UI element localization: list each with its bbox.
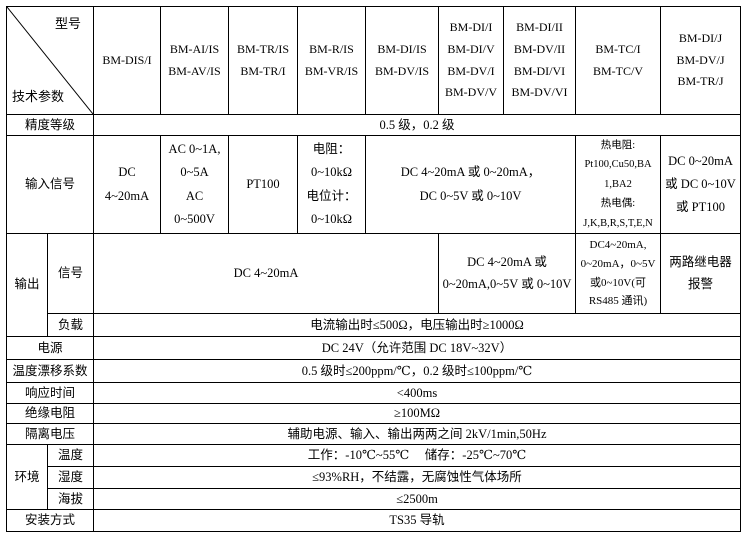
input-signal-row: 输入信号 DC 4~20mA AC 0~1A, 0~5A AC 0~500V P…: [6, 134, 741, 235]
load-value: 电流输出时≤500Ω，电压输出时≥1000Ω: [93, 313, 741, 338]
model-col-header-5: BM-DI/IS BM-DV/IS: [365, 6, 439, 115]
model-header-row: 型号 技术参数 BM-DIS/I BM-AI/IS BM-AV/IS BM-TR…: [6, 6, 741, 115]
corner-cell: 型号 技术参数: [6, 6, 94, 115]
power-label: 电源: [6, 336, 94, 361]
isolation-voltage-label: 隔离电压: [6, 423, 94, 446]
output-signal-label: 信号: [47, 233, 94, 315]
mounting-label: 安装方式: [6, 509, 94, 533]
model-col-header-2: BM-AI/IS BM-AV/IS: [160, 6, 229, 115]
input-signal-label: 输入信号: [6, 134, 94, 235]
model-col-header-4: BM-R/IS BM-VR/IS: [297, 6, 366, 115]
response-time-label: 响应时间: [6, 382, 94, 405]
accuracy-value: 0.5 级，0.2 级: [93, 114, 741, 136]
spec-table: 型号 技术参数 BM-DIS/I BM-AI/IS BM-AV/IS BM-TR…: [6, 6, 741, 533]
env-temperature-label: 温度: [47, 444, 94, 468]
temp-drift-label: 温度漂移系数: [6, 359, 94, 384]
mounting-value: TS35 导轨: [93, 509, 741, 533]
mounting-row: 安装方式 TS35 导轨: [6, 509, 741, 533]
env-temperature-row: 环境 温度 工作：-10℃~55℃ 储存：-25℃~70℃: [6, 444, 741, 511]
diagonal-divider-line: [7, 7, 93, 114]
env-temperature-value: 工作：-10℃~55℃ 储存：-25℃~70℃: [93, 444, 741, 468]
load-label: 负载: [47, 313, 94, 338]
model-col-header-1: BM-DIS/I: [93, 6, 161, 115]
response-time-row: 响应时间 <400ms: [6, 382, 741, 405]
env-altitude-label: 海拔: [47, 488, 94, 511]
temp-drift-row: 温度漂移系数 0.5 级时≤200ppm/℃，0.2 级时≤100ppm/℃: [6, 359, 741, 384]
input-cell-dc420: DC 4~20mA: [93, 134, 161, 235]
insulation-resistance-value: ≥100MΩ: [93, 403, 741, 425]
output-group-label: 输出: [6, 233, 48, 338]
input-cell-pt100: PT100: [228, 134, 298, 235]
env-altitude-value: ≤2500m: [93, 488, 741, 511]
model-col-header-6: BM-DI/I BM-DI/V BM-DV/I BM-DV/V: [438, 6, 504, 115]
isolation-voltage-value: 辅助电源、输入、输出两两之间 2kV/1min,50Hz: [93, 423, 741, 446]
output-signal-relay: 两路继电器 报警: [660, 233, 741, 315]
input-cell-resistance: 电阻： 0~10kΩ 电位计： 0~10kΩ: [297, 134, 366, 235]
output-signal-dc420: DC 4~20mA: [93, 233, 439, 315]
input-cell-thermo: 热电阻: Pt100,Cu50,BA 1,BA2 热电偶: J,K,B,R,S,…: [575, 134, 661, 235]
insulation-resistance-row: 绝缘电阻 ≥100MΩ: [6, 403, 741, 425]
model-col-header-9: BM-DI/J BM-DV/J BM-TR/J: [660, 6, 741, 115]
corner-label-tech-params: 技术参数: [12, 88, 65, 104]
temp-drift-value: 0.5 级时≤200ppm/℃，0.2 级时≤100ppm/℃: [93, 359, 741, 384]
model-col-header-7: BM-DI/II BM-DV/II BM-DI/VI BM-DV/VI: [503, 6, 576, 115]
power-value: DC 24V（允许范围 DC 18V~32V）: [93, 336, 741, 361]
response-time-value: <400ms: [93, 382, 741, 405]
input-cell-dc-range: DC 4~20mA 或 0~20mA， DC 0~5V 或 0~10V: [365, 134, 576, 235]
output-signal-dc-range: DC 4~20mA 或 0~20mA,0~5V 或 0~10V: [438, 233, 576, 315]
env-altitude-row: 海拔 ≤2500m: [7, 488, 741, 511]
model-col-header-3: BM-TR/IS BM-TR/I: [228, 6, 298, 115]
env-humidity-value: ≤93%RH，不结露，无腐蚀性气体场所: [93, 466, 741, 490]
env-humidity-label: 湿度: [47, 466, 94, 490]
output-signal-rs485: DC4~20mA, 0~20mA，0~5V 或0~10V(可 RS485 通讯): [575, 233, 661, 315]
accuracy-label: 精度等级: [6, 114, 94, 136]
power-row: 电源 DC 24V（允许范围 DC 18V~32V）: [6, 336, 741, 361]
input-cell-ac: AC 0~1A, 0~5A AC 0~500V: [160, 134, 229, 235]
accuracy-row: 精度等级 0.5 级，0.2 级: [6, 114, 741, 136]
input-cell-universal: DC 0~20mA 或 DC 0~10V 或 PT100: [660, 134, 741, 235]
environment-group-label: 环境: [6, 444, 48, 511]
env-humidity-row: 湿度 ≤93%RH，不结露，无腐蚀性气体场所: [7, 466, 741, 490]
corner-label-model: 型号: [54, 16, 81, 31]
isolation-voltage-row: 隔离电压 辅助电源、输入、输出两两之间 2kV/1min,50Hz: [6, 423, 741, 446]
load-row: 负载 电流输出时≤500Ω，电压输出时≥1000Ω: [7, 313, 741, 338]
output-signal-row: 输出 信号 DC 4~20mA DC 4~20mA 或 0~20mA,0~5V …: [6, 233, 741, 338]
model-col-header-8: BM-TC/I BM-TC/V: [575, 6, 661, 115]
insulation-resistance-label: 绝缘电阻: [6, 403, 94, 425]
